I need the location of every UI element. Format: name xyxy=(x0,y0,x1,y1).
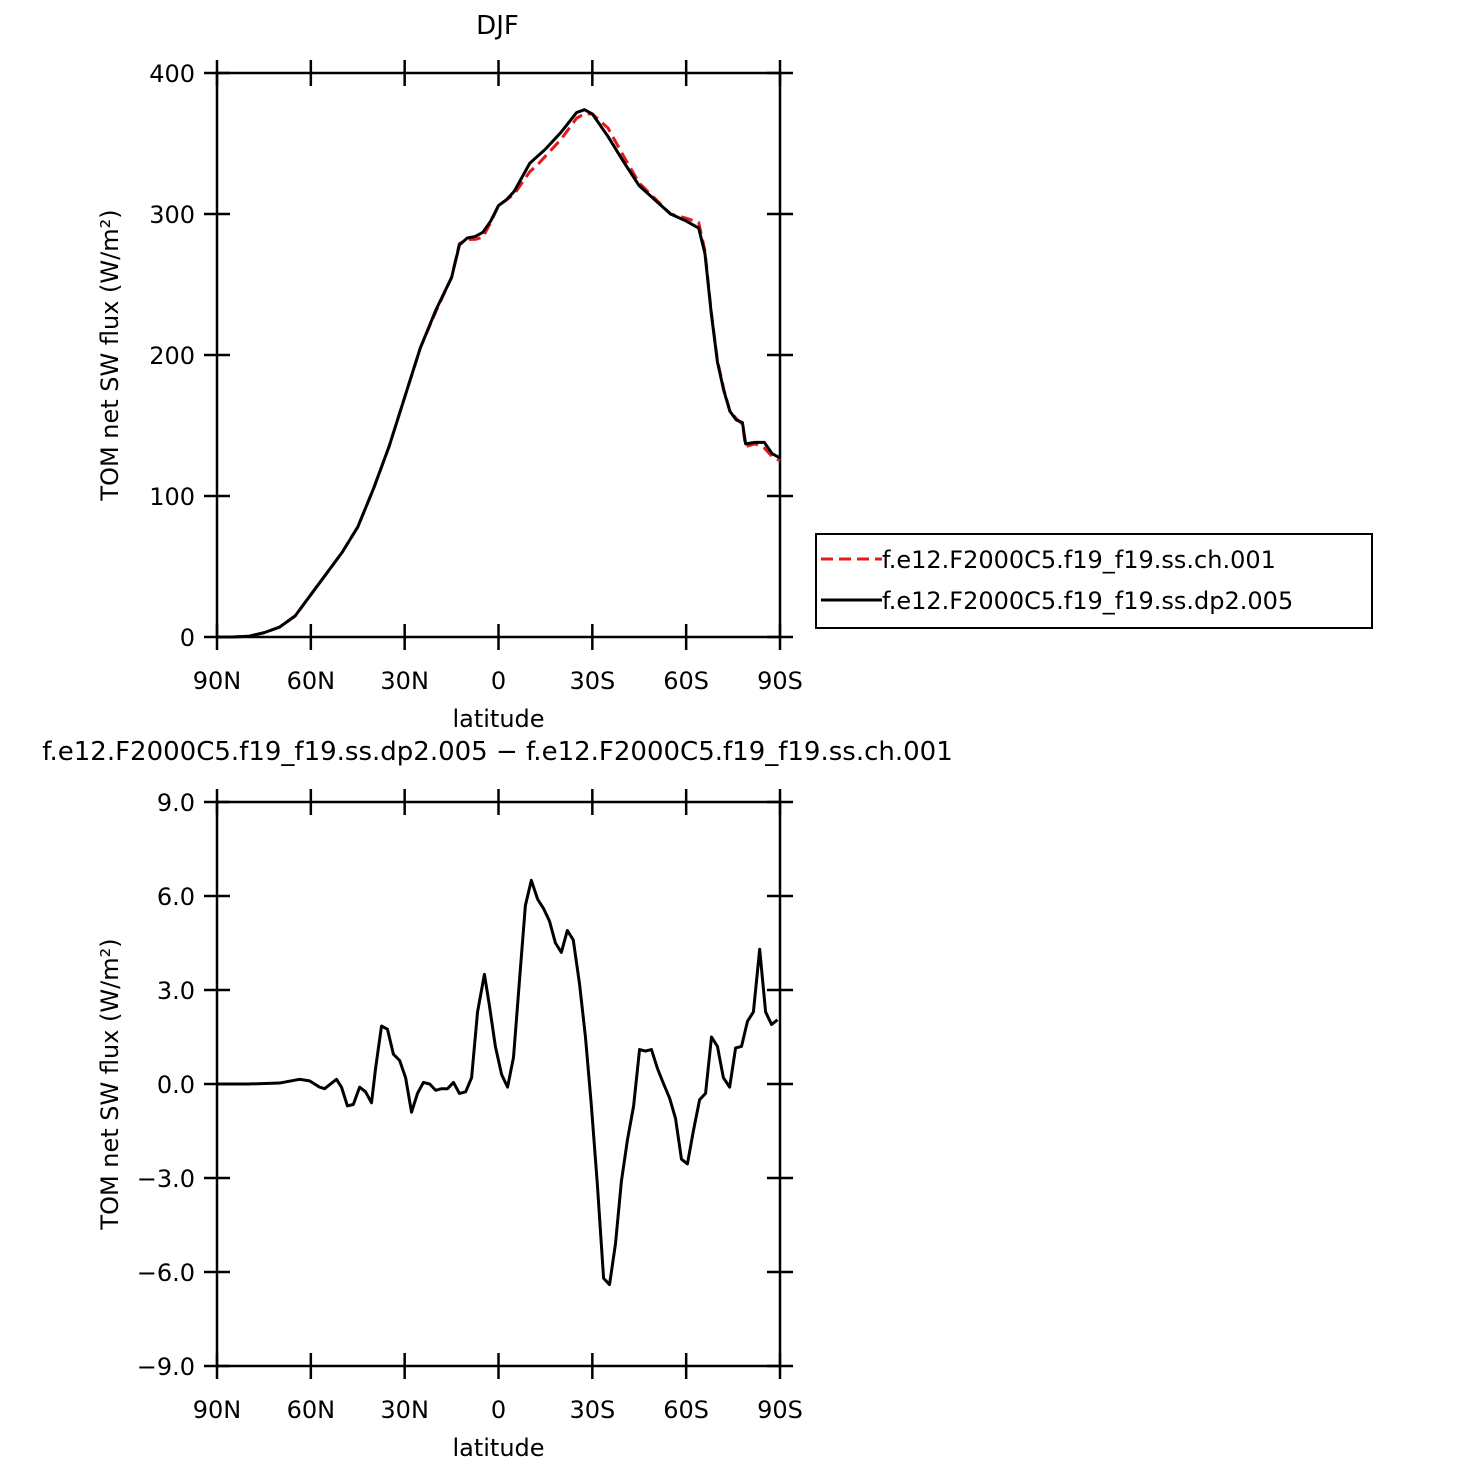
data-line xyxy=(217,108,781,639)
x-tick-label: 90S xyxy=(757,1396,803,1424)
plot-frame xyxy=(215,800,782,1368)
y-axis-label: TOM net SW flux (W/m²) xyxy=(96,938,124,1230)
y-tick-label: −9.0 xyxy=(137,1353,195,1381)
x-tick-label: 60S xyxy=(663,1396,709,1424)
y-tick-label: 9.0 xyxy=(157,789,195,817)
x-tick-label: 60S xyxy=(663,667,709,695)
x-tick-label: 30N xyxy=(380,1396,429,1424)
chart-title: f.e12.F2000C5.f19_f19.ss.dp2.005 − f.e12… xyxy=(42,737,953,767)
x-tick-label: 60N xyxy=(287,1396,336,1424)
x-tick-label: 30S xyxy=(569,1396,615,1424)
x-axis-label: latitude xyxy=(452,1434,544,1462)
x-tick-label: 90N xyxy=(193,1396,242,1424)
y-tick-label: 100 xyxy=(149,483,195,511)
x-tick-label: 30N xyxy=(380,667,429,695)
y-axis-label: TOM net SW flux (W/m²) xyxy=(96,209,124,501)
x-tick-label: 90S xyxy=(757,667,803,695)
x-tick-label: 30S xyxy=(569,667,615,695)
x-axis-label: latitude xyxy=(452,705,544,733)
y-tick-label: 0 xyxy=(180,624,195,652)
y-tick-label: 3.0 xyxy=(157,977,195,1005)
y-tick-label: 300 xyxy=(149,201,195,229)
legend-box xyxy=(815,533,1373,629)
y-tick-label: 6.0 xyxy=(157,883,195,911)
x-tick-label: 0 xyxy=(491,1396,506,1424)
y-tick-label: −6.0 xyxy=(137,1259,195,1287)
y-tick-label: 200 xyxy=(149,342,195,370)
x-tick-label: 60N xyxy=(287,667,336,695)
data-line xyxy=(217,112,781,639)
legend-label: f.e12.F2000C5.f19_f19.ss.dp2.005 xyxy=(882,587,1293,615)
y-tick-label: 0.0 xyxy=(157,1071,195,1099)
chart-title: DJF xyxy=(476,11,519,41)
x-tick-label: 0 xyxy=(491,667,506,695)
legend-label: f.e12.F2000C5.f19_f19.ss.ch.001 xyxy=(882,546,1276,574)
y-tick-label: 400 xyxy=(149,60,195,88)
y-tick-label: −3.0 xyxy=(137,1165,195,1193)
data-line xyxy=(217,878,779,1287)
x-tick-label: 90N xyxy=(193,667,242,695)
plot-frame xyxy=(215,71,782,639)
